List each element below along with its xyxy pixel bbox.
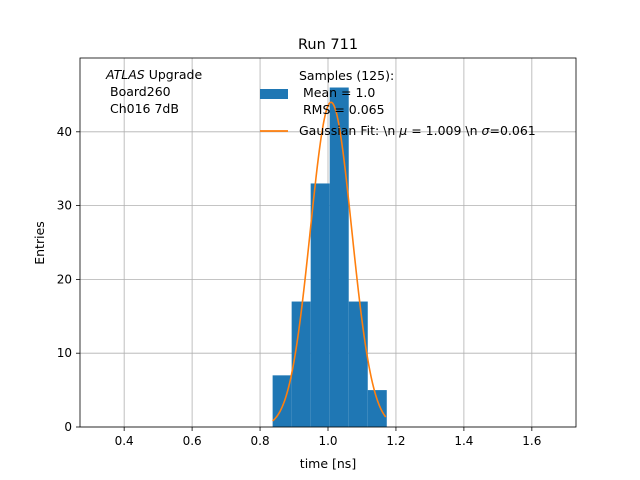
histogram-bar [348,301,368,427]
legend-fit-sigma-value: =0.061 [489,123,535,138]
legend-hist-line-1: Samples (125): [299,68,394,83]
gaussian-fit [272,101,387,422]
y-ticks: 0 10 20 30 40 [57,125,80,434]
annotation-experiment-suffix: Upgrade [145,67,203,82]
histogram-bar [329,87,349,428]
legend: Samples (125): Mean = 1.0 RMS = 0.065 Ga… [260,68,536,138]
histogram-bar [310,183,330,427]
histogram-bar [272,375,292,427]
annotation-channel: Ch016 7dB [110,101,179,116]
x-tick-label: 1.6 [522,434,541,448]
y-tick-label: 10 [57,346,72,360]
x-tick-label: 1.0 [318,434,337,448]
x-tick-label: 1.2 [386,434,405,448]
legend-fit-prefix: Gaussian Fit: \n [299,123,399,138]
legend-fit-mu-value: = 1.009 \n [407,123,481,138]
annotation-board: Board260 [110,84,171,99]
x-tick-label: 0.8 [251,434,270,448]
legend-fit-label: Gaussian Fit: \n μ = 1.009 \n σ=0.061 [299,123,536,138]
legend-histogram-swatch [260,89,288,99]
legend-fit-mu-symbol: μ [398,123,407,138]
histogram-bar [367,390,387,427]
legend-fit-sigma-symbol: σ [482,123,491,138]
atlas-annotation: ATLAS Upgrade Board260 Ch016 7dB [105,67,202,116]
y-tick-label: 20 [57,272,72,286]
legend-hist-line-2: Mean = 1.0 [299,85,375,100]
y-tick-label: 30 [57,199,72,213]
chart-title: Run 711 [298,37,358,53]
legend-hist-line-3: RMS = 0.065 [299,102,385,117]
annotation-experiment: ATLAS [105,67,145,82]
y-tick-label: 0 [64,420,72,434]
x-ticks: 0.4 0.6 0.8 1.0 1.2 1.4 1.6 [115,427,541,448]
histogram-bars [272,87,387,428]
y-tick-label: 40 [57,125,72,139]
histogram-bar [291,301,311,427]
x-tick-label: 0.4 [115,434,134,448]
y-axis-label: Entries [32,221,47,265]
annotation-line-1: ATLAS Upgrade [105,67,202,82]
x-axis-label: time [ns] [300,456,356,471]
x-tick-label: 0.6 [183,434,202,448]
x-tick-label: 1.4 [454,434,473,448]
fit-curve [272,101,387,422]
